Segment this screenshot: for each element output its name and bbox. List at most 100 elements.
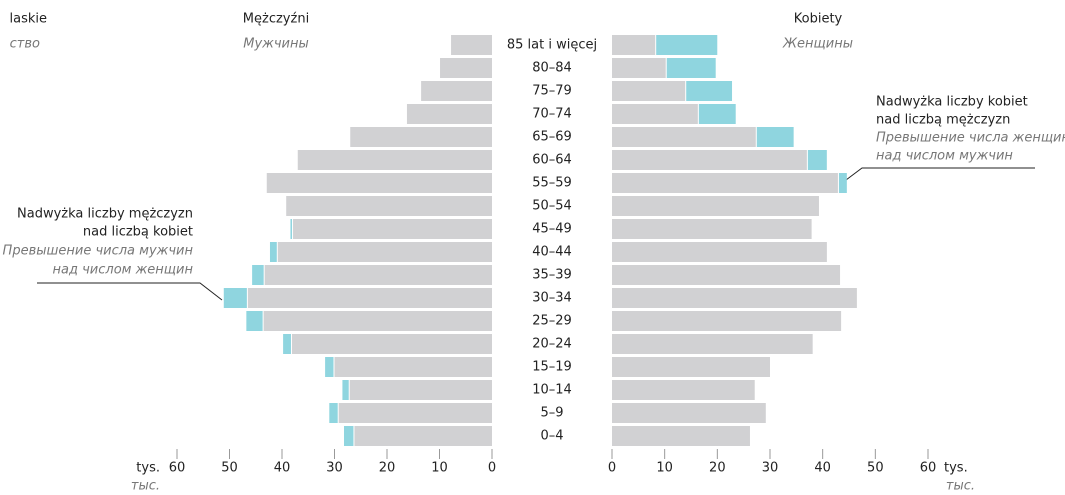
- annotation: Nadwyżka liczby mężczyzn: [17, 207, 193, 222]
- x-tick-label: 30: [326, 461, 343, 476]
- excess-bar: [756, 127, 794, 147]
- bar: [291, 334, 492, 354]
- excess-bar: [656, 35, 718, 55]
- right-subtitle: Женщины: [782, 37, 853, 52]
- age-label: 70–74: [532, 107, 572, 122]
- bar: [612, 242, 827, 262]
- bar: [612, 127, 756, 147]
- age-label: 45–49: [532, 222, 572, 237]
- age-label: 40–44: [532, 245, 572, 260]
- excess-bar: [698, 104, 736, 124]
- bar: [612, 196, 819, 216]
- age-label: 20–24: [532, 337, 572, 352]
- excess-bar: [666, 58, 716, 78]
- bar: [293, 219, 492, 239]
- age-label: 30–34: [532, 291, 572, 306]
- excess-bar: [807, 150, 827, 170]
- excess-bar: [344, 426, 354, 446]
- corner-title: laskie: [10, 12, 48, 27]
- bar: [277, 242, 492, 262]
- bar: [349, 380, 492, 400]
- bar: [286, 196, 492, 216]
- excess-bar: [838, 173, 847, 193]
- x-tick-label: 60: [169, 461, 186, 476]
- bar: [421, 81, 492, 101]
- bar: [334, 357, 492, 377]
- annotation: Nadwyżka liczby kobiet: [876, 95, 1028, 110]
- bar: [612, 380, 755, 400]
- bar: [612, 81, 686, 101]
- bar: [612, 288, 857, 308]
- age-label: 65–69: [532, 130, 572, 145]
- excess-bar: [252, 265, 264, 285]
- bar: [354, 426, 492, 446]
- bar: [406, 104, 492, 124]
- annotation: над числом женщин: [53, 263, 194, 278]
- right-unit: tys.: [944, 461, 968, 476]
- x-tick-label: 0: [488, 461, 496, 476]
- left-title: Mężczyźni: [243, 12, 309, 27]
- bar: [612, 357, 770, 377]
- age-label: 0–4: [540, 429, 563, 444]
- bar: [297, 150, 492, 170]
- x-tick-label: 30: [762, 461, 779, 476]
- bar: [612, 150, 807, 170]
- age-label: 50–54: [532, 199, 572, 214]
- bar: [350, 127, 492, 147]
- bar: [612, 311, 842, 331]
- right-title: Kobiety: [794, 12, 843, 27]
- annotation: nad liczbą kobiet: [83, 225, 193, 240]
- excess-bar: [290, 219, 293, 239]
- left-unit-ru: тыс.: [131, 479, 160, 494]
- corner-subtitle: ство: [10, 37, 40, 52]
- x-tick-label: 50: [867, 461, 884, 476]
- bar: [612, 104, 698, 124]
- annotation-leader: [37, 282, 223, 301]
- age-label: 15–19: [532, 360, 572, 375]
- age-label: 55–59: [532, 176, 572, 191]
- age-label: 80–84: [532, 61, 572, 76]
- age-label: 60–64: [532, 153, 572, 168]
- bar: [263, 311, 492, 331]
- x-tick-label: 50: [221, 461, 238, 476]
- x-tick-label: 40: [814, 461, 831, 476]
- left-unit: tys.: [136, 461, 160, 476]
- excess-bar: [325, 357, 334, 377]
- right-unit-ru: тыс.: [946, 479, 975, 494]
- excess-bar: [686, 81, 733, 101]
- x-tick-label: 60: [920, 461, 937, 476]
- bar: [266, 173, 492, 193]
- age-label: 35–39: [532, 268, 572, 283]
- bar: [338, 403, 492, 423]
- age-label: 75–79: [532, 84, 572, 99]
- left-subtitle: Мужчины: [243, 37, 309, 52]
- bar: [247, 288, 492, 308]
- excess-bar: [329, 403, 338, 423]
- excess-bar: [342, 380, 349, 400]
- bar: [440, 58, 492, 78]
- bar: [612, 219, 812, 239]
- bar: [451, 35, 492, 55]
- age-label: 5–9: [540, 406, 563, 421]
- x-tick-label: 20: [379, 461, 396, 476]
- excess-bar: [269, 242, 277, 262]
- annotation: nad liczbą mężczyzn: [876, 113, 1010, 128]
- excess-bar: [246, 311, 263, 331]
- x-tick-label: 20: [709, 461, 726, 476]
- x-tick-label: 10: [431, 461, 448, 476]
- annotation: Превышение числа женщин: [876, 131, 1065, 146]
- annotation-leader: [845, 167, 1035, 181]
- bar: [612, 334, 813, 354]
- bar: [612, 265, 841, 285]
- x-tick-label: 0: [608, 461, 616, 476]
- bar: [612, 58, 666, 78]
- x-tick-label: 40: [274, 461, 291, 476]
- bar: [264, 265, 492, 285]
- annotation: над числом мужчин: [876, 149, 1013, 164]
- bar: [612, 173, 838, 193]
- age-label: 85 lat i więcej: [507, 38, 597, 53]
- excess-bar: [283, 334, 291, 354]
- age-label: 25–29: [532, 314, 572, 329]
- bar: [612, 35, 656, 55]
